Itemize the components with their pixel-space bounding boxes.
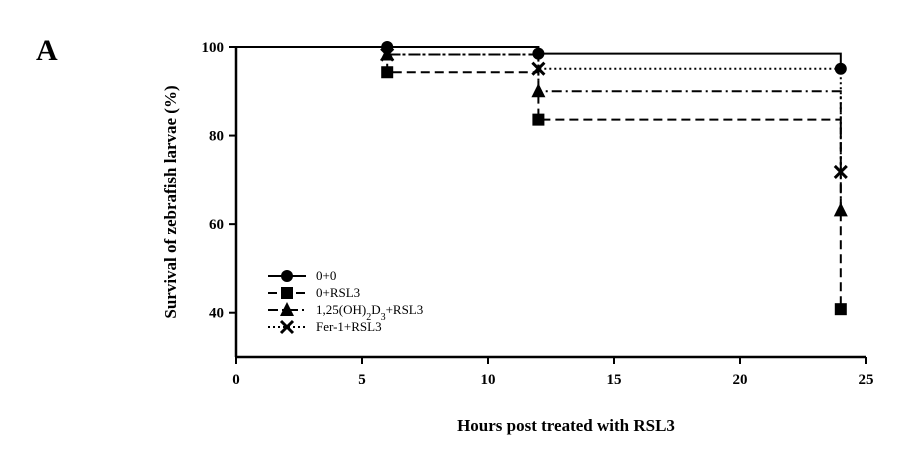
legend-marker-square xyxy=(281,287,293,299)
x-axis-title: Hours post treated with RSL3 xyxy=(457,416,675,435)
x-tick-label: 20 xyxy=(733,372,748,388)
legend-item: 1,25(OH)2D3+RSL3 xyxy=(268,302,423,323)
x-tick-label: 10 xyxy=(481,372,496,388)
data-point-square xyxy=(532,113,545,126)
data-point-triangle xyxy=(833,202,848,217)
axes: 0 5 10 15 20 25 40 60 80 100 xyxy=(202,40,874,388)
y-tick-label: 60 xyxy=(209,217,224,233)
legend-label: Fer-1+RSL3 xyxy=(316,319,382,334)
data-point-x xyxy=(833,164,848,179)
data-point-square xyxy=(381,66,394,79)
y-tick-label: 80 xyxy=(209,129,224,145)
y-tick-label: 40 xyxy=(209,306,224,322)
legend-label: 0+RSL3 xyxy=(316,285,360,300)
y-tick-label: 100 xyxy=(202,40,225,56)
legend-item: 0+RSL3 xyxy=(268,285,360,300)
data-point-x xyxy=(380,47,395,62)
legend-label: 1,25(OH)2D3+RSL3 xyxy=(316,302,423,323)
series-line-3 xyxy=(236,46,842,211)
data-point-circle xyxy=(834,62,847,75)
legend-item: Fer-1+RSL3 xyxy=(268,319,382,335)
x-tick-label: 5 xyxy=(358,372,366,388)
legend-marker-circle xyxy=(281,270,293,282)
data-point-square xyxy=(834,303,847,316)
data-point-triangle xyxy=(531,83,546,98)
x-tick-label: 15 xyxy=(607,372,622,388)
legend-item: 0+0 xyxy=(268,268,336,283)
y-axis-title: Survival of zebrafish larvae (%) xyxy=(161,85,180,318)
legend-marker-triangle xyxy=(280,302,294,316)
data-point-circle xyxy=(532,47,545,60)
data-point-x xyxy=(531,61,546,76)
x-tick-label: 25 xyxy=(859,372,874,388)
legend-label: 0+0 xyxy=(316,268,336,283)
legend-marker-x xyxy=(279,319,295,335)
panel-label: A xyxy=(36,34,58,67)
x-tick-label: 0 xyxy=(232,372,240,388)
series-markers xyxy=(380,41,848,316)
